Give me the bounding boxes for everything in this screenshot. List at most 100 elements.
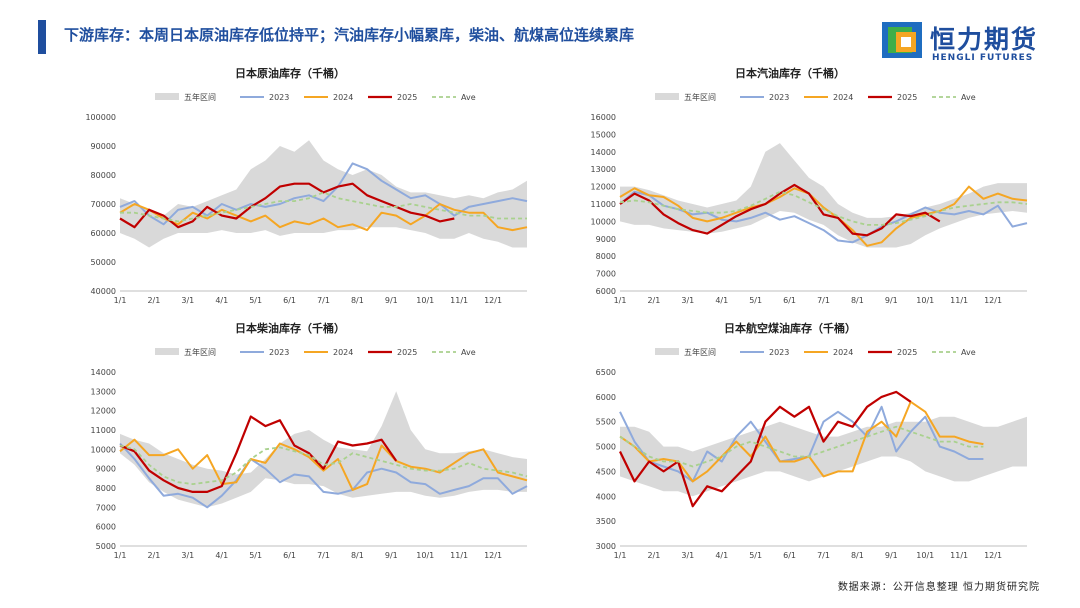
y-tick-label: 7000 xyxy=(96,503,116,512)
x-tick-label: 1/1 xyxy=(614,296,627,305)
legend-swatch-range xyxy=(655,93,679,100)
x-tick-label: 5/1 xyxy=(749,296,762,305)
x-tick-label: 9/1 xyxy=(885,296,898,305)
chart-crude: 日本原油库存（千桶） 五年区间 2023 2024 2025 Ave 100000 90000… xyxy=(85,66,528,305)
legend-label: 2023 xyxy=(269,93,289,102)
y-tick-label: 11000 xyxy=(91,426,116,435)
legend-label: 2024 xyxy=(333,93,353,102)
x-tick-label: 1/1 xyxy=(114,296,127,305)
chart-title: 日本柴油库存（千桶） xyxy=(235,321,345,335)
x-tick-label: 11/1 xyxy=(950,296,968,305)
y-tick-label: 7000 xyxy=(596,270,616,279)
x-tick-label: 9/1 xyxy=(885,551,898,560)
y-tick-label: 5000 xyxy=(96,542,116,551)
logo-text-cn: 恒力期货 xyxy=(930,25,1039,54)
y-tick-label: 10000 xyxy=(91,445,116,454)
legend-label: 五年区间 xyxy=(684,347,716,357)
legend-label: 2024 xyxy=(833,93,853,102)
five-year-range-band xyxy=(620,416,1027,497)
series-line-2023 xyxy=(619,405,984,483)
y-tick-label: 5500 xyxy=(596,418,616,427)
series-line-2025 xyxy=(619,390,912,508)
x-tick-label: 4/1 xyxy=(715,551,728,560)
y-tick-label: 8000 xyxy=(96,484,116,493)
series-line-2025 xyxy=(619,183,941,237)
x-tick-label: 3/1 xyxy=(681,296,694,305)
y-tick-label: 9000 xyxy=(596,235,616,244)
x-tick-label: 8/1 xyxy=(351,296,364,305)
x-tick-label: 2/1 xyxy=(147,296,160,305)
x-tick-label: 6/1 xyxy=(283,296,296,305)
y-tick-label: 13000 xyxy=(591,165,616,174)
legend-label: Ave xyxy=(961,93,976,102)
series-line-Ave xyxy=(619,425,984,468)
x-tick-label: 5/1 xyxy=(249,551,262,560)
y-tick-label: 11000 xyxy=(591,200,616,209)
x-tick-label: 8/1 xyxy=(351,551,364,560)
legend-label: 2025 xyxy=(397,93,417,102)
series-line-2024 xyxy=(119,438,528,491)
chart-diesel: 日本柴油库存（千桶） 五年区间 2023 2024 2025 Ave 14000 13000 1… xyxy=(91,321,528,560)
legend-swatch-range xyxy=(155,93,179,100)
chart-title: 日本汽油库存（千桶） xyxy=(735,66,845,80)
legend-label: 2025 xyxy=(897,93,917,102)
series-line-2023 xyxy=(119,442,528,509)
legend-label: 2023 xyxy=(769,93,789,102)
y-tick-label: 8000 xyxy=(596,252,616,261)
x-tick-label: 9/1 xyxy=(385,551,398,560)
data-source-note: 数据来源：公开信息整理 恒力期货研究院 xyxy=(837,582,1040,593)
x-tick-label: 9/1 xyxy=(385,296,398,305)
series-line-Ave xyxy=(120,191,527,223)
y-tick-label: 12000 xyxy=(591,183,616,192)
y-tick-label: 50000 xyxy=(91,258,116,267)
x-tick-label: 2/1 xyxy=(147,551,160,560)
y-tick-label: 5000 xyxy=(596,443,616,452)
y-tick-label: 4500 xyxy=(596,467,616,476)
legend-label: Ave xyxy=(461,348,476,357)
legend-label: 五年区间 xyxy=(184,92,216,102)
y-tick-label: 6500 xyxy=(596,368,616,377)
y-tick-label: 9000 xyxy=(96,465,116,474)
x-tick-label: 8/1 xyxy=(851,551,864,560)
legend-label: 2023 xyxy=(769,348,789,357)
y-tick-label: 14000 xyxy=(91,368,116,377)
y-tick-label: 80000 xyxy=(91,171,116,180)
y-tick-label: 3500 xyxy=(596,517,616,526)
legend-label: 2024 xyxy=(333,348,353,357)
x-tick-label: 10/1 xyxy=(416,296,434,305)
chart-jetfuel: 日本航空煤油库存（千桶） 五年区间 2023 2024 2025 Ave 6500 6000 5… xyxy=(596,321,1027,560)
five-year-range-band xyxy=(120,140,527,248)
x-tick-label: 6/1 xyxy=(783,296,796,305)
x-tick-label: 10/1 xyxy=(416,551,434,560)
x-tick-label: 12/1 xyxy=(484,296,502,305)
logo-text-en: HENGLI FUTURES xyxy=(932,53,1034,61)
x-tick-label: 11/1 xyxy=(450,551,468,560)
x-tick-label: 10/1 xyxy=(916,551,934,560)
x-tick-label: 1/1 xyxy=(614,551,627,560)
y-tick-label: 3000 xyxy=(596,542,616,551)
five-year-range-band xyxy=(120,391,527,508)
y-tick-label: 13000 xyxy=(91,387,116,396)
series-line-2024 xyxy=(619,185,1028,247)
x-tick-label: 6/1 xyxy=(283,551,296,560)
x-tick-label: 8/1 xyxy=(851,296,864,305)
y-tick-label: 60000 xyxy=(91,229,116,238)
y-tick-label: 100000 xyxy=(85,113,116,122)
legend-label: 2023 xyxy=(269,348,289,357)
x-tick-label: 2/1 xyxy=(647,296,660,305)
x-tick-label: 7/1 xyxy=(817,551,830,560)
legend-label: Ave xyxy=(961,348,976,357)
x-tick-label: 2/1 xyxy=(647,551,660,560)
x-tick-label: 7/1 xyxy=(317,296,330,305)
y-tick-label: 90000 xyxy=(91,142,116,151)
y-tick-label: 10000 xyxy=(591,217,616,226)
five-year-range-band xyxy=(620,143,1027,248)
y-tick-label: 14000 xyxy=(591,148,616,157)
legend-swatch-range xyxy=(155,348,179,355)
legend-label: 2025 xyxy=(397,348,417,357)
series-line-Ave xyxy=(619,190,1028,226)
y-tick-label: 6000 xyxy=(596,393,616,402)
x-tick-label: 4/1 xyxy=(715,296,728,305)
x-tick-label: 12/1 xyxy=(984,551,1002,560)
x-tick-label: 11/1 xyxy=(450,296,468,305)
